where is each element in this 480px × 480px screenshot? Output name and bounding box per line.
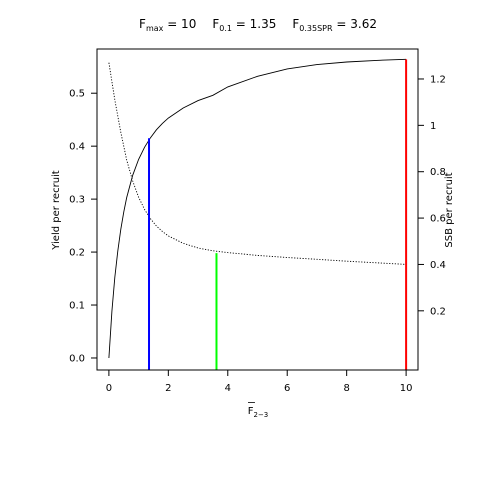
axes-layer: 0 2 4 6 8 10 0.0 0.1 0.2 0.3 0.4 0.5 0.2 0.4 0.6 0.8 1 1.… <box>51 74 455 419</box>
y-left-tick-label: 0.1 <box>69 301 85 312</box>
y-right-axis-title: SSB per recruit <box>444 172 455 247</box>
y-right-tick-label: 1.2 <box>430 74 446 85</box>
y-left-tick-label: 0.0 <box>69 353 85 364</box>
x-tick-label: 0 <box>106 383 112 394</box>
reference-lines-layer <box>148 59 408 370</box>
chart-title: Fmax = 10 F0.1 = 1.35 F0.35SPR = 3.62 <box>139 17 377 33</box>
x-tick-label: 10 <box>400 383 413 394</box>
x-tick-label: 2 <box>165 383 171 394</box>
y-right-tick-label: 1 <box>430 121 436 132</box>
y-left-tick-label: 0.4 <box>69 142 85 153</box>
x-tick-label: 6 <box>284 383 290 394</box>
y-left-tick-label: 0.3 <box>69 195 85 206</box>
x-tick-label: 4 <box>225 383 231 394</box>
x-axis-title: F2−3 <box>248 406 269 419</box>
y-right-tick-label: 0.8 <box>430 167 446 178</box>
y-right-tick-label: 0.6 <box>430 214 446 225</box>
plot-frame <box>96 48 419 371</box>
y-left-tick-label: 0.2 <box>69 248 85 259</box>
chart-title-text: Fmax = 10 F0.1 = 1.35 F0.35SPR = 3.62 <box>139 17 377 33</box>
y-left-axis-title: Yield per recruit <box>51 170 62 251</box>
y-right-tick-label: 0.2 <box>430 306 446 317</box>
ssb-per-recruit-line <box>108 62 407 265</box>
y-right-tick-label: 0.4 <box>430 260 446 271</box>
x-tick-label: 8 <box>343 383 349 394</box>
yield-per-recruit-line <box>108 58 407 359</box>
y-left-tick-label: 0.5 <box>69 89 85 100</box>
series-layer <box>108 58 407 359</box>
